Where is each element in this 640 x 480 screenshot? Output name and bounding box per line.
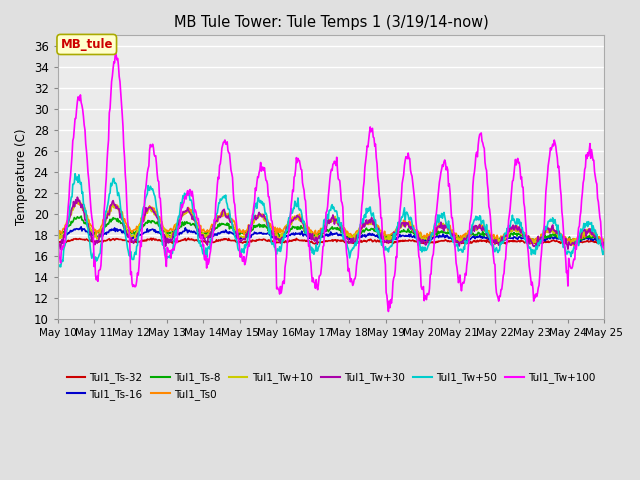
Tul1_Ts-32 <box>63 239 71 244</box>
Tul1_Ts0 <box>63 217 71 223</box>
Tul1_Tw+50 <box>65 218 72 224</box>
Tul1_Tw+30 <box>415 239 422 244</box>
Tul1_Tw+100 <box>176 220 184 226</box>
Tul1_Ts-16 <box>414 235 422 241</box>
Tul1_Ts-16 <box>398 233 406 239</box>
Line: Tul1_Ts0: Tul1_Ts0 <box>58 200 604 243</box>
Tul1_Tw+10 <box>398 223 406 228</box>
Legend: Tul1_Ts-32, Tul1_Ts-16, Tul1_Ts-8, Tul1_Ts0, Tul1_Tw+10, Tul1_Tw+30, Tul1_Tw+50,: Tul1_Ts-32, Tul1_Ts-16, Tul1_Ts-8, Tul1_… <box>63 368 600 404</box>
Tul1_Ts-16 <box>121 230 129 236</box>
Tul1_Ts-32 <box>414 240 422 245</box>
Tul1_Ts-8 <box>63 223 71 228</box>
Tul1_Tw+10 <box>205 230 212 236</box>
Tul1_Ts-32 <box>398 239 406 244</box>
Tul1_Ts-16 <box>63 232 71 238</box>
Tul1_Tw+10 <box>570 243 578 249</box>
Line: Tul1_Tw+100: Tul1_Tw+100 <box>58 52 604 312</box>
Tul1_Tw+10 <box>600 242 608 248</box>
Tul1_Tw+10 <box>63 220 71 226</box>
Tul1_Ts0 <box>414 228 422 234</box>
Line: Tul1_Tw+50: Tul1_Tw+50 <box>58 174 604 267</box>
Tul1_Ts-8 <box>600 240 608 246</box>
Tul1_Tw+10 <box>176 216 184 222</box>
Tul1_Tw+100 <box>600 247 608 253</box>
Tul1_Tw+50 <box>54 264 62 270</box>
Tul1_Ts-16 <box>77 224 85 229</box>
Tul1_Ts-32 <box>600 240 608 246</box>
Tul1_Tw+30 <box>54 241 61 247</box>
Tul1_Ts-16 <box>176 229 184 235</box>
Tul1_Ts-32 <box>54 238 61 244</box>
Tul1_Tw+50 <box>600 246 608 252</box>
Line: Tul1_Ts-32: Tul1_Ts-32 <box>58 238 604 244</box>
Tul1_Ts-16 <box>54 233 61 239</box>
Tul1_Tw+10 <box>73 199 81 204</box>
Tul1_Ts-16 <box>596 240 604 246</box>
Tul1_Tw+100 <box>63 214 71 220</box>
Tul1_Tw+100 <box>111 49 119 55</box>
Line: Tul1_Tw+30: Tul1_Tw+30 <box>58 197 604 249</box>
Tul1_Ts-32 <box>205 239 212 244</box>
Tul1_Tw+50 <box>71 171 79 177</box>
Tul1_Ts0 <box>600 240 608 246</box>
Tul1_Ts0 <box>121 216 129 222</box>
Tul1_Ts-8 <box>398 228 406 234</box>
Y-axis label: Temperature (C): Temperature (C) <box>15 129 28 226</box>
Tul1_Ts-8 <box>176 224 184 229</box>
Line: Tul1_Ts-8: Tul1_Ts-8 <box>58 216 604 243</box>
Tul1_Ts0 <box>74 197 81 203</box>
Tul1_Tw+50 <box>122 231 129 237</box>
Tul1_Tw+50 <box>415 239 422 245</box>
Tul1_Tw+30 <box>65 220 72 226</box>
Tul1_Ts-16 <box>600 239 608 245</box>
Line: Tul1_Tw+10: Tul1_Tw+10 <box>58 202 604 246</box>
Line: Tul1_Ts-16: Tul1_Ts-16 <box>58 227 604 243</box>
Tul1_Ts0 <box>54 228 61 233</box>
Tul1_Ts-8 <box>414 232 422 238</box>
Tul1_Tw+50 <box>177 200 184 205</box>
Tul1_Tw+30 <box>177 217 184 223</box>
Tul1_Tw+30 <box>399 220 407 226</box>
Text: MB_tule: MB_tule <box>61 38 113 51</box>
Tul1_Tw+30 <box>122 228 129 234</box>
Tul1_Tw+100 <box>385 309 392 314</box>
Tul1_Tw+10 <box>414 230 422 236</box>
Tul1_Tw+10 <box>121 222 129 228</box>
Tul1_Tw+50 <box>206 246 214 252</box>
Tul1_Tw+30 <box>600 244 608 250</box>
Tul1_Ts-8 <box>54 227 61 233</box>
Tul1_Tw+100 <box>121 154 129 160</box>
Tul1_Tw+100 <box>415 253 422 259</box>
Tul1_Ts-8 <box>121 227 129 233</box>
Tul1_Ts-16 <box>205 234 212 240</box>
Tul1_Tw+10 <box>54 233 61 239</box>
Tul1_Ts-32 <box>184 235 192 241</box>
Tul1_Tw+50 <box>54 257 61 263</box>
Tul1_Ts-32 <box>175 238 183 244</box>
Tul1_Ts0 <box>176 214 184 220</box>
Tul1_Tw+100 <box>399 176 407 182</box>
Tul1_Ts0 <box>398 222 406 228</box>
Tul1_Ts-32 <box>120 237 127 243</box>
Tul1_Tw+30 <box>57 246 65 252</box>
Tul1_Tw+100 <box>205 259 212 265</box>
Tul1_Tw+100 <box>54 238 61 244</box>
Tul1_Tw+30 <box>206 235 214 240</box>
Tul1_Ts-8 <box>205 231 212 237</box>
Tul1_Ts-8 <box>77 213 85 219</box>
Tul1_Ts0 <box>205 229 212 235</box>
Tul1_Tw+30 <box>74 194 81 200</box>
Tul1_Tw+50 <box>399 213 407 219</box>
Tul1_Ts-32 <box>563 241 571 247</box>
Title: MB Tule Tower: Tule Temps 1 (3/19/14-now): MB Tule Tower: Tule Temps 1 (3/19/14-now… <box>173 15 488 30</box>
